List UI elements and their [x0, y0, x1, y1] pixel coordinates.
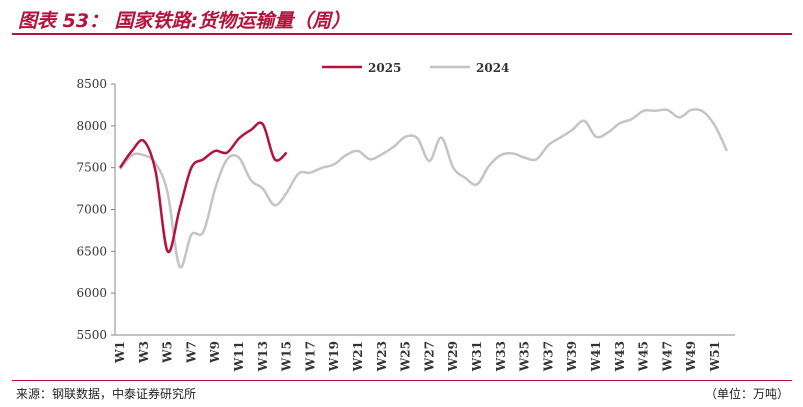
x-tick-label: W39 [565, 341, 579, 372]
x-tick-label: W25 [399, 341, 413, 372]
x-tick-label: W33 [494, 341, 508, 372]
x-tick-label: W13 [256, 341, 270, 372]
x-tick-label: W17 [303, 341, 317, 372]
x-tick-label: W27 [422, 341, 436, 372]
y-tick-label: 7000 [76, 203, 107, 217]
x-tick-label: W5 [161, 341, 175, 364]
x-tick-label: W29 [446, 341, 460, 372]
x-tick-label: W31 [470, 341, 484, 372]
x-tick-label: W15 [280, 341, 294, 372]
y-tick-label: 7500 [76, 161, 107, 175]
series-line [119, 108, 729, 269]
x-tick-label: W3 [137, 341, 151, 364]
y-tick-label: 6500 [76, 244, 107, 258]
x-tick-label: W23 [375, 341, 389, 372]
x-tick-label: W11 [232, 341, 246, 372]
x-tick-label: W51 [708, 341, 722, 372]
series-line [118, 121, 288, 254]
legend-label: 2024 [476, 61, 509, 75]
x-tick-label: W19 [327, 341, 341, 372]
footer-rule [12, 380, 792, 381]
y-tick-label: 8500 [76, 77, 107, 91]
source-note: 来源：钢联数据，中泰证券研究所 [16, 387, 197, 401]
legend-label: 2025 [368, 61, 401, 75]
x-tick-label: W1 [113, 341, 127, 364]
x-tick-label: W9 [208, 341, 222, 364]
x-tick-label: W45 [637, 341, 651, 372]
x-tick-label: W7 [184, 341, 198, 364]
unit-note: （单位：万吨） [704, 387, 789, 401]
x-tick-label: W37 [541, 341, 555, 372]
x-tick-label: W41 [589, 341, 603, 372]
x-tick-label: W43 [613, 341, 627, 372]
x-tick-label: W49 [684, 341, 698, 372]
y-tick-label: 5500 [76, 328, 107, 342]
y-tick-label: 6000 [76, 286, 107, 300]
x-tick-label: W35 [518, 341, 532, 372]
chart-title: 图表 53： 国家铁路:货物运输量（周） [18, 10, 351, 32]
title-rule [12, 33, 792, 35]
x-tick-label: W21 [351, 341, 365, 372]
y-tick-label: 8000 [76, 119, 107, 133]
x-tick-label: W47 [660, 341, 674, 372]
